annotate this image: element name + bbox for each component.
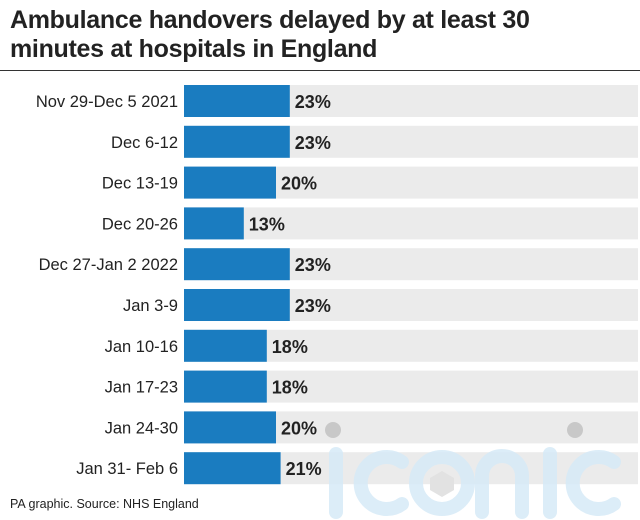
value-label: 20% <box>281 418 317 438</box>
bar-track <box>184 207 638 240</box>
bar <box>184 85 290 117</box>
category-label: Jan 31- Feb 6 <box>76 460 178 478</box>
category-label: Jan 10-16 <box>105 338 178 356</box>
category-label: Dec 27-Jan 2 2022 <box>39 256 178 274</box>
chart-title: Ambulance handovers delayed by at least … <box>10 6 530 63</box>
bar <box>184 289 290 321</box>
category-label: Jan 17-23 <box>105 379 178 397</box>
value-label: 23% <box>295 133 331 153</box>
bar <box>184 166 276 199</box>
bar <box>184 411 276 444</box>
value-label: 20% <box>281 174 317 194</box>
value-label: 23% <box>295 255 331 275</box>
value-label: 18% <box>272 337 308 357</box>
category-label: Dec 13-19 <box>102 175 178 193</box>
bar <box>184 125 290 158</box>
bar <box>184 452 281 485</box>
category-label: Jan 24-30 <box>105 419 178 437</box>
title-divider <box>0 70 640 71</box>
value-label: 23% <box>295 296 331 316</box>
source-note: PA graphic. Source: NHS England <box>10 497 199 511</box>
category-label: Nov 29-Dec 5 2021 <box>36 93 178 111</box>
bar <box>184 329 267 362</box>
value-label: 13% <box>249 214 285 234</box>
category-label: Dec 20-26 <box>102 215 178 233</box>
value-label: 23% <box>295 92 331 112</box>
category-label: Dec 6-12 <box>111 134 178 152</box>
category-label: Jan 3-9 <box>123 297 178 315</box>
value-label: 21% <box>286 459 322 479</box>
bar <box>184 248 290 281</box>
bar <box>184 207 244 240</box>
bar <box>184 370 267 403</box>
value-label: 18% <box>272 378 308 398</box>
